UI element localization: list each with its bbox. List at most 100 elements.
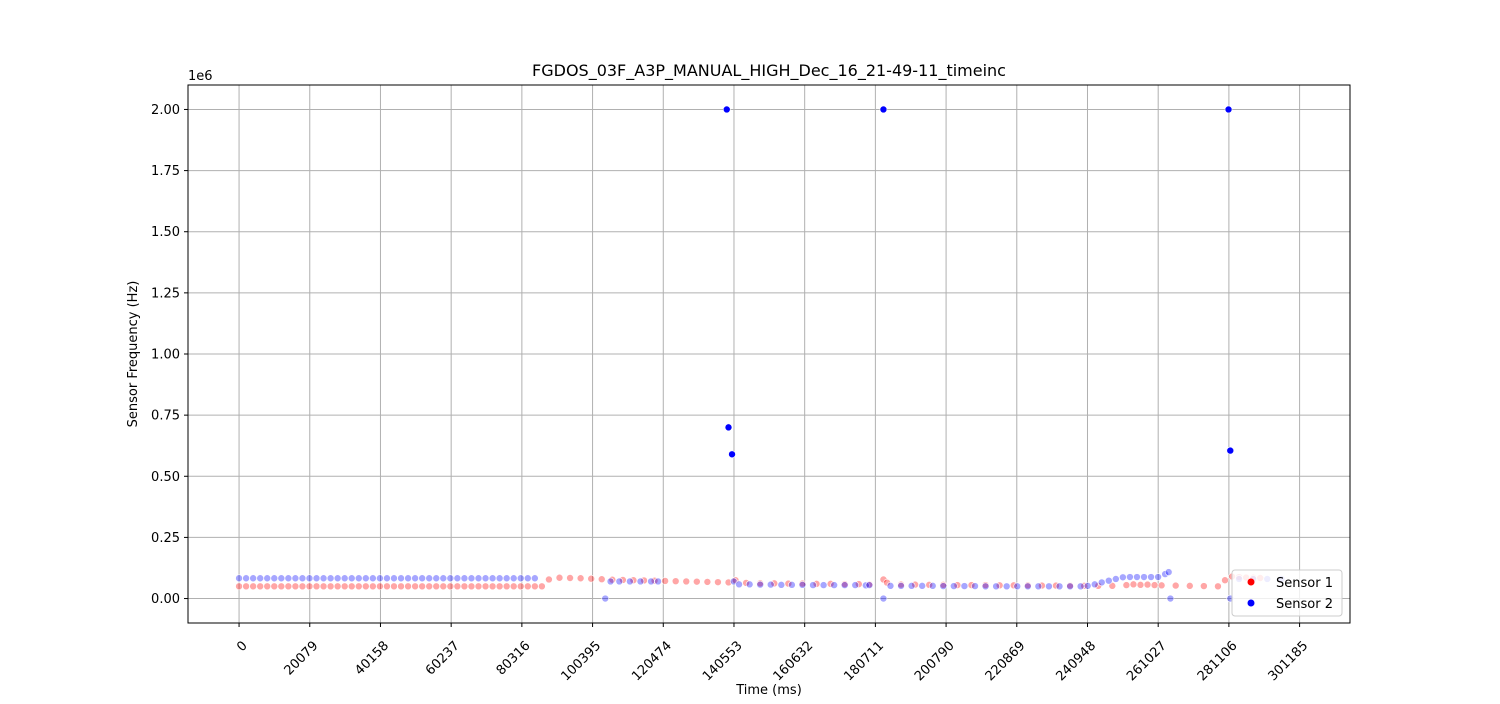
data-point bbox=[897, 582, 905, 590]
data-point bbox=[516, 574, 525, 583]
data-point bbox=[291, 582, 300, 591]
data-point bbox=[654, 577, 662, 586]
data-point bbox=[319, 582, 328, 591]
data-point bbox=[1214, 582, 1222, 591]
y-tick-label: 1.75 bbox=[151, 164, 180, 179]
data-point bbox=[788, 581, 796, 589]
legend-marker-sensor-1 bbox=[1247, 578, 1255, 586]
data-point bbox=[576, 574, 585, 583]
data-point bbox=[425, 582, 434, 591]
legend-marker-sensor-2 bbox=[1247, 599, 1255, 607]
y-tick-label: 0.25 bbox=[151, 531, 180, 546]
data-point bbox=[606, 577, 615, 586]
data-point bbox=[809, 581, 817, 589]
data-point bbox=[1221, 576, 1229, 585]
data-point bbox=[661, 577, 669, 585]
data-point bbox=[1147, 573, 1155, 581]
x-tick-label: 60237 bbox=[423, 639, 463, 679]
data-point bbox=[886, 582, 895, 590]
data-point bbox=[682, 577, 691, 586]
data-point bbox=[1143, 580, 1152, 589]
data-point bbox=[1076, 582, 1085, 591]
data-point bbox=[615, 577, 624, 586]
data-point bbox=[971, 582, 979, 590]
x-tick-label: 261027 bbox=[1124, 639, 1170, 685]
data-point bbox=[1140, 573, 1148, 581]
data-point bbox=[305, 582, 314, 591]
x-tick-label: 160632 bbox=[771, 639, 817, 685]
data-point bbox=[488, 574, 497, 583]
data-point bbox=[587, 574, 595, 583]
data-point bbox=[879, 594, 888, 603]
data-point bbox=[439, 582, 448, 591]
data-point bbox=[249, 582, 257, 591]
data-point bbox=[326, 582, 335, 591]
x-tick-label: 20079 bbox=[282, 639, 322, 679]
data-point bbox=[538, 582, 546, 591]
data-point bbox=[1150, 581, 1159, 589]
data-point bbox=[319, 574, 328, 583]
data-point bbox=[531, 582, 539, 591]
data-point bbox=[347, 574, 356, 583]
data-point bbox=[369, 574, 377, 583]
data-point bbox=[1157, 581, 1166, 590]
data-point bbox=[256, 582, 264, 591]
x-tick-label: 100395 bbox=[559, 639, 605, 685]
data-point bbox=[1112, 575, 1120, 583]
data-point bbox=[495, 574, 504, 583]
x-tick-label: 80316 bbox=[494, 639, 534, 679]
legend-label-sensor-1: Sensor 1 bbox=[1276, 576, 1333, 591]
data-point bbox=[1136, 581, 1145, 589]
legend-box bbox=[1231, 569, 1343, 617]
data-point bbox=[467, 582, 476, 591]
data-point bbox=[566, 574, 574, 582]
data-point bbox=[1164, 568, 1173, 576]
data-point bbox=[481, 582, 490, 591]
data-point bbox=[597, 575, 606, 584]
data-point bbox=[1133, 573, 1141, 581]
data-point bbox=[270, 582, 279, 591]
data-point bbox=[439, 574, 448, 583]
x-tick-label: 220869 bbox=[983, 639, 1029, 685]
grid bbox=[188, 85, 1350, 623]
y-axis-offset-text: 1e6 bbox=[188, 69, 213, 84]
data-point bbox=[446, 582, 455, 591]
data-point bbox=[907, 582, 916, 590]
data-point bbox=[1166, 594, 1175, 603]
data-point bbox=[960, 582, 969, 590]
data-point bbox=[777, 581, 786, 589]
data-point bbox=[516, 582, 525, 591]
data-point bbox=[724, 423, 733, 432]
data-point bbox=[840, 581, 849, 589]
y-axis-label: Sensor Frequency (Hz) bbox=[126, 281, 141, 428]
data-point bbox=[647, 577, 655, 586]
data-point bbox=[347, 582, 356, 591]
y-tick-label: 0.50 bbox=[151, 470, 180, 485]
data-point bbox=[601, 594, 610, 603]
data-point bbox=[798, 581, 807, 589]
data-point bbox=[636, 577, 645, 586]
data-point bbox=[703, 578, 712, 586]
data-point bbox=[555, 573, 564, 582]
data-point bbox=[523, 574, 532, 583]
y-tick-label: 0.00 bbox=[151, 592, 180, 607]
data-point bbox=[404, 574, 412, 583]
data-point bbox=[1122, 581, 1131, 589]
data-point bbox=[390, 582, 398, 591]
data-point bbox=[509, 574, 518, 583]
data-point bbox=[397, 582, 405, 591]
chart-title: FGDOS_03F_A3P_MANUAL_HIGH_Dec_16_21-49-1… bbox=[532, 61, 1006, 81]
data-point bbox=[495, 582, 504, 591]
data-point bbox=[1034, 582, 1043, 591]
data-point bbox=[256, 574, 264, 583]
data-point bbox=[851, 581, 860, 589]
y-tick-label: 1.00 bbox=[151, 348, 180, 363]
data-point bbox=[1161, 570, 1169, 578]
x-tick-label: 120474 bbox=[629, 639, 675, 685]
data-point bbox=[446, 574, 455, 583]
data-point bbox=[1090, 580, 1099, 589]
data-point bbox=[235, 582, 243, 591]
data-point bbox=[1119, 573, 1127, 582]
data-point bbox=[460, 574, 469, 583]
y-tick-label: 2.00 bbox=[151, 103, 180, 118]
